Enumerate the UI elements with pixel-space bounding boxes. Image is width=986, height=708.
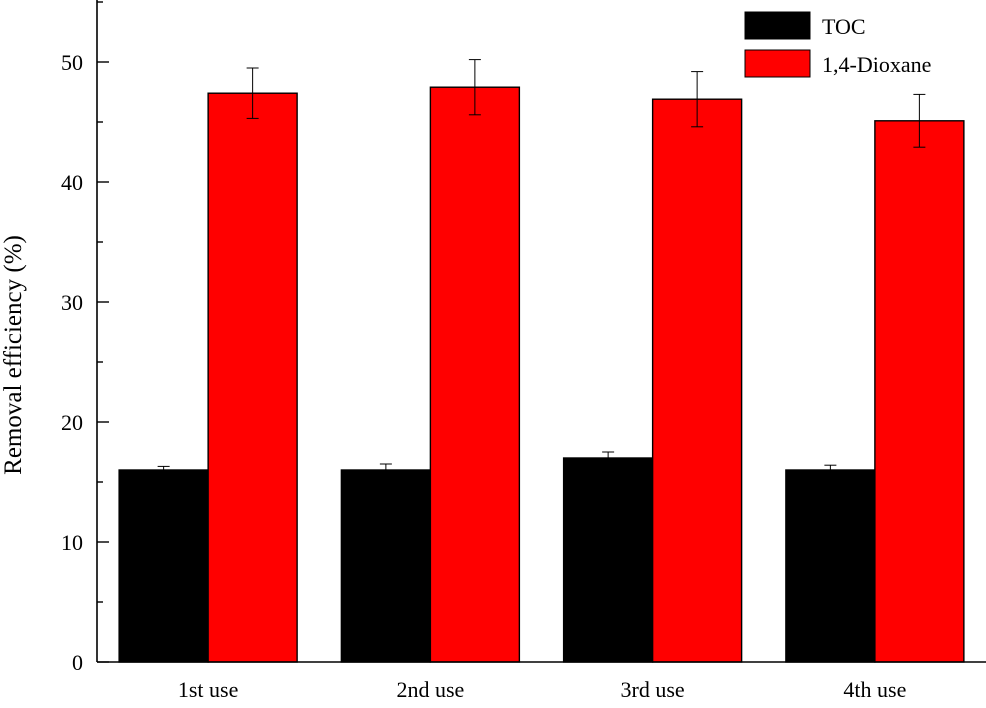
bar-1-4-dioxane-1	[207, 92, 298, 663]
y-tick-label: 10	[61, 530, 83, 555]
legend: TOC 1,4-Dioxane	[744, 11, 931, 78]
legend-swatch-toc	[744, 11, 811, 40]
bar-1-4-dioxane-2	[429, 86, 521, 663]
y-tick-label: 50	[61, 50, 83, 75]
x-tick-label: 4th use	[843, 677, 906, 702]
bar-toc-2	[340, 469, 432, 663]
x-tick-label: 2nd use	[396, 677, 464, 702]
legend-label-dioxane: 1,4-Dioxane	[822, 52, 931, 77]
y-tick-label: 30	[61, 290, 83, 315]
bar-1-4-dioxane-3	[651, 98, 743, 663]
bar-toc-1	[118, 469, 209, 663]
legend-swatch-dioxane	[744, 49, 811, 78]
x-tick-label: 3rd use	[621, 677, 685, 702]
plot-area: 0 10 20 30 40 50 1st use 2nd use 3rd use 4th use	[61, 1, 965, 702]
y-tick-label: 0	[72, 650, 83, 675]
legend-label-toc: TOC	[822, 14, 866, 39]
bar-1-4-dioxane-4	[874, 120, 965, 663]
bar-toc-3	[562, 457, 654, 663]
x-tick-label: 1st use	[178, 677, 239, 702]
bar-toc-4	[785, 469, 876, 663]
y-tick-label: 40	[61, 170, 83, 195]
y-axis-title: Removal efficiency (%)	[0, 235, 27, 475]
y-tick-label: 20	[61, 410, 83, 435]
